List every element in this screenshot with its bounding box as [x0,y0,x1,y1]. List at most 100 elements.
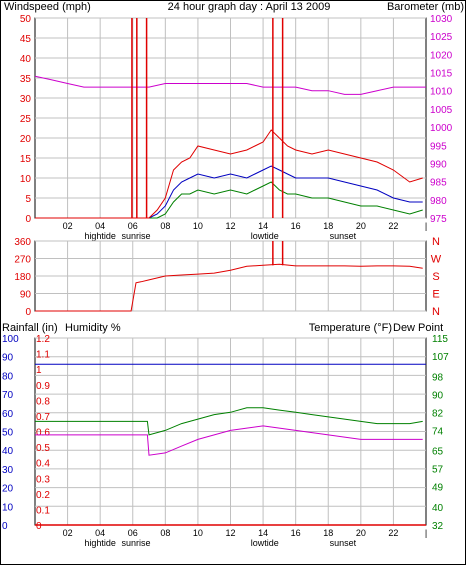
x-tick-label: 08 [160,221,170,231]
barometer-line [34,75,426,95]
rainfall-tick-label: 0.9 [36,381,50,392]
temperature-tick-label: 115 [432,334,448,345]
x-tick-label: 22 [388,528,398,538]
rainfall-tick-label: 1 [36,365,42,376]
humidity-tick-label: 20 [2,484,14,495]
x-tick-label: 20 [356,221,366,231]
x-tick-label: 06 [128,221,138,231]
temperature-tick-label: 65 [432,447,444,458]
barometer-tick-label: 1010 [430,87,453,98]
rainfall-tick-label: 0.8 [36,396,50,407]
x-tick-label: 20 [356,528,366,538]
dewpoint-line [35,425,423,456]
barometer-tick-label: 990 [430,159,447,170]
direction-degree-label: 360 [14,237,31,248]
wind-speed-line [35,129,423,219]
humidity-tick-label: 70 [2,390,14,401]
windspeed-tick-label: 0 [25,214,31,225]
windspeed-tick-label: 5 [25,194,31,205]
rainfall-tick-label: 0.7 [36,412,50,423]
barometer-tick-label: 995 [430,141,447,152]
windspeed-tick-label: 25 [20,114,32,125]
x-tick-label: 10 [193,528,203,538]
direction-degree-label: 0 [25,307,31,318]
windspeed-axis-label: Windspeed (mph) [4,1,91,13]
x-tick-label: 14 [258,221,268,231]
chart-title: 24 hour graph day : April 13 2009 [168,1,331,13]
windspeed-tick-label: 40 [20,54,32,65]
temperature-tick-label: 57 [432,465,444,476]
rainfall-tick-label: 0.4 [36,459,50,470]
rainfall-tick-label: 0.2 [36,490,50,501]
x-tick-label: 12 [225,528,235,538]
barometer-tick-label: 1020 [430,50,453,61]
rainfall-tick-label: 0.6 [36,428,50,439]
x-tick-end: | [425,528,427,538]
x-tick-label: 18 [323,221,333,231]
temperature-tick-label: 74 [432,426,444,437]
humidity-tick-label: 0 [2,521,8,532]
x-tick-label: 16 [291,528,301,538]
compass-label: E [432,289,439,301]
temperature-axis-label: Temperature (°F) [309,322,392,334]
temperature-tick-label: 98 [432,372,444,383]
x-tick-label: 18 [323,528,333,538]
humidity-tick-label: 30 [2,465,14,476]
tide-sun-annotation: sunset [330,538,357,548]
x-tick-end: | [425,221,427,231]
humidity-tick-label: 50 [2,428,14,439]
tide-sun-annotation: sunset [330,231,357,241]
barometer-tick-label: 1005 [430,105,453,116]
tide-sun-annotation: sunrise [122,538,151,548]
temperature-tick-label: 107 [432,352,449,363]
rainfall-axis-label: Rainfall (in) [2,322,58,334]
rainfall-tick-label: 1.1 [36,350,50,361]
barometer-tick-label: 985 [430,178,447,189]
windspeed-tick-label: 20 [20,134,32,145]
barometer-tick-label: 1015 [430,69,453,80]
temperature-tick-label: 49 [432,483,444,494]
windspeed-tick-label: 15 [20,154,32,165]
windspeed-tick-label: 50 [20,14,32,25]
compass-label: W [431,254,442,266]
humidity-tick-label: 40 [2,446,14,457]
barometer-tick-label: 1000 [430,123,453,134]
tide-sun-annotation: hightide [84,538,116,548]
compass-label: S [432,271,439,283]
gust-line [35,181,423,219]
humidity-tick-label: 10 [2,502,14,513]
windspeed-tick-label: 35 [20,74,32,85]
temperature-tick-label: 40 [432,503,444,514]
x-tick-label: 06 [128,528,138,538]
barometer-tick-label: 975 [430,214,447,225]
x-tick-label: 22 [388,221,398,231]
rainfall-tick-label: 0.5 [36,443,50,454]
wind-direction-line [35,263,423,312]
humidity-tick-label: 100 [2,334,19,345]
humidity-tick-label: 60 [2,409,14,420]
temperature-line [35,407,423,436]
rainfall-tick-label: 0.3 [36,474,50,485]
direction-degree-label: 180 [14,272,31,283]
x-tick-label: 12 [225,221,235,231]
rainfall-tick-label: 0.1 [36,505,50,516]
direction-degree-label: 270 [14,255,31,266]
dewpoint-axis-label: Dew Point [393,322,443,334]
humidity-tick-label: 90 [2,353,14,364]
tide-sun-annotation: sunrise [122,231,151,241]
tide-sun-annotation: hightide [84,231,116,241]
humidity-axis-label: Humidity % [65,322,121,334]
x-tick-label: 02 [63,221,73,231]
windspeed-tick-label: 45 [20,34,32,45]
barometer-axis-label: Barometer (mb) [387,1,464,13]
direction-degree-label: 90 [20,290,32,301]
temperature-tick-label: 90 [432,390,444,401]
windspeed-tick-label: 10 [20,174,32,185]
x-tick-label: 08 [160,528,170,538]
temperature-tick-label: 82 [432,408,444,419]
compass-label: N [432,236,440,248]
windspeed-tick-label: 30 [20,94,32,105]
compass-label: N [432,306,440,318]
